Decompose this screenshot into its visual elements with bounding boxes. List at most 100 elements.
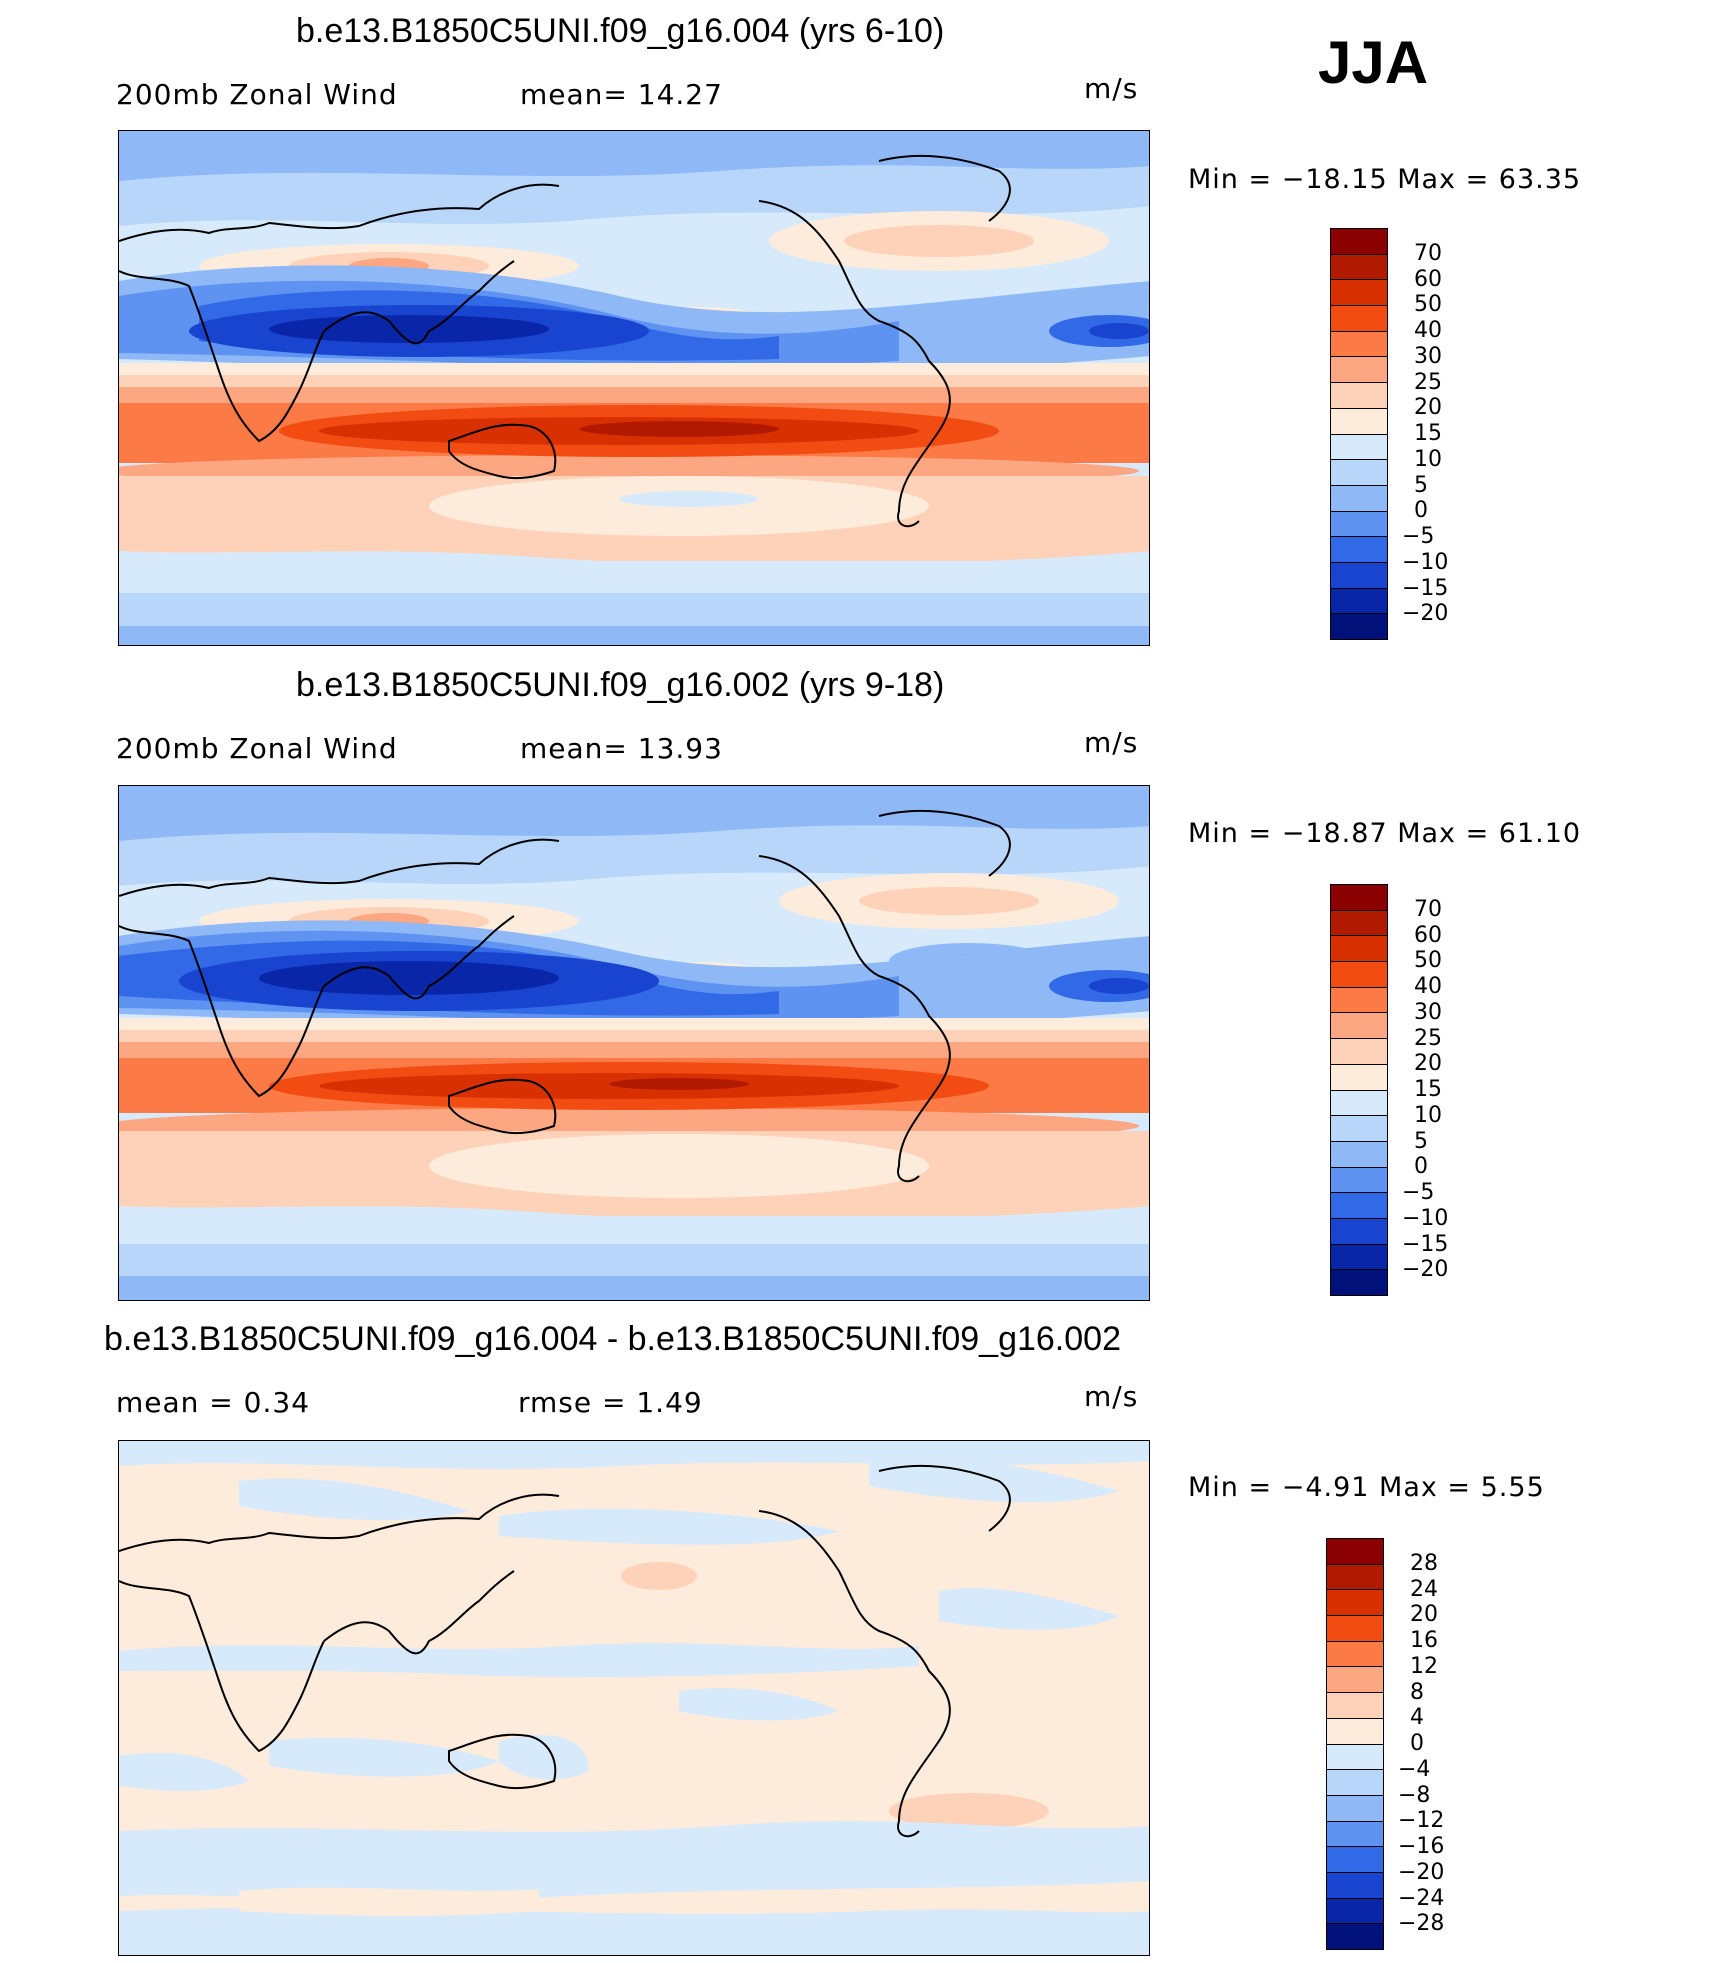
colorbar-tick-label: 20	[1414, 395, 1442, 421]
colorbar-tick-label: −10	[1402, 549, 1449, 575]
colorbar-tick-label: −20	[1402, 601, 1449, 627]
colorbar-tick-label: −8	[1398, 1782, 1431, 1808]
colorbar-swatch	[1327, 1898, 1383, 1925]
colorbar-tick-label: 0	[1410, 1731, 1424, 1756]
colorbar-swatch	[1331, 1090, 1387, 1117]
panel-2-minmax: Min = −18.87 Max = 61.10	[1188, 818, 1582, 849]
colorbar-tick-label: 5	[1414, 1128, 1428, 1154]
colorbar-swatch	[1331, 537, 1387, 563]
colorbar-swatch	[1331, 962, 1387, 988]
colorbar-tick-label: 40	[1414, 974, 1442, 999]
colorbar-swatch	[1331, 1193, 1387, 1219]
colorbar-swatch	[1327, 1616, 1383, 1642]
colorbar-tick-label: 15	[1414, 421, 1442, 446]
colorbar-swatch	[1331, 910, 1387, 937]
colorbar-swatch	[1331, 1141, 1387, 1168]
colorbar-swatch	[1327, 1539, 1383, 1565]
colorbar-swatch	[1331, 229, 1387, 255]
colorbar-swatch	[1331, 511, 1387, 538]
colorbar-tick-label: −10	[1402, 1205, 1449, 1231]
colorbar-tick-label: 16	[1410, 1628, 1438, 1653]
colorbar-swatch	[1327, 1847, 1383, 1873]
panel-1-minmax: Min = −18.15 Max = 63.35	[1188, 164, 1582, 195]
season-label: JJA	[1318, 29, 1429, 96]
panel-1-field-label: 200mb Zonal Wind	[116, 78, 398, 111]
colorbar-tick-label: −5	[1402, 1180, 1435, 1205]
colorbar-tick-label: 5	[1414, 472, 1428, 498]
colorbar-swatch	[1331, 936, 1387, 963]
colorbar-swatch	[1331, 1039, 1387, 1065]
colorbar-tick-label: 8	[1410, 1679, 1424, 1705]
colorbar-tick-label: 70	[1414, 240, 1442, 266]
colorbar-tick-label: 0	[1414, 498, 1428, 524]
colorbar-tick-label: 60	[1414, 922, 1442, 948]
panel-3-map	[118, 1440, 1150, 1956]
colorbar-tick-label: −4	[1398, 1756, 1431, 1782]
colorbar-tick-label: 20	[1414, 1051, 1442, 1077]
colorbar-tick-label: −12	[1398, 1808, 1445, 1834]
colorbar-tick-label: 30	[1414, 343, 1442, 369]
panel-3-rmse-label: rmse = 1.49	[518, 1386, 703, 1419]
colorbar-tick-label: 20	[1410, 1602, 1438, 1628]
panel-2-mean-label: mean= 13.93	[520, 732, 723, 765]
colorbar-tick-label: −28	[1398, 1911, 1445, 1937]
colorbar-swatch	[1327, 1924, 1383, 1949]
colorbar-tick-label: −15	[1402, 1231, 1449, 1257]
colorbar-swatch	[1331, 383, 1387, 409]
colorbar-tick-label: 10	[1414, 446, 1442, 472]
colorbar-swatch	[1327, 1564, 1383, 1591]
colorbar-swatch	[1331, 987, 1387, 1014]
colorbar-tick-label: 12	[1410, 1653, 1438, 1679]
colorbar-swatch	[1327, 1641, 1383, 1668]
panel-3-colorbar	[1326, 1538, 1384, 1950]
colorbar-swatch	[1327, 1744, 1383, 1771]
colorbar-swatch	[1331, 588, 1387, 615]
panel-1-map	[118, 130, 1150, 646]
colorbar-tick-label: 15	[1414, 1077, 1442, 1102]
colorbar-swatch	[1331, 306, 1387, 332]
colorbar-tick-label: 28	[1410, 1550, 1438, 1576]
panel-3-minmax: Min = −4.91 Max = 5.55	[1188, 1472, 1545, 1503]
panel-1-colorbar	[1330, 228, 1388, 640]
panel-3-mean-label: mean = 0.34	[116, 1386, 311, 1419]
colorbar-tick-label: −16	[1398, 1834, 1445, 1859]
panel-1-title: b.e13.B1850C5UNI.f09_g16.004 (yrs 6-10)	[296, 12, 945, 50]
colorbar-tick-label: 25	[1414, 1025, 1442, 1051]
colorbar-swatch	[1327, 1821, 1383, 1848]
colorbar-tick-label: 0	[1414, 1154, 1428, 1180]
colorbar-tick-label: −24	[1398, 1885, 1445, 1911]
colorbar-tick-label: 30	[1414, 999, 1442, 1025]
colorbar-swatch	[1331, 331, 1387, 358]
colorbar-swatch	[1327, 1590, 1383, 1617]
colorbar-swatch	[1331, 485, 1387, 512]
colorbar-swatch	[1327, 1693, 1383, 1719]
panel-2-title: b.e13.B1850C5UNI.f09_g16.002 (yrs 9-18)	[296, 666, 945, 704]
colorbar-swatch	[1331, 1013, 1387, 1040]
colorbar-swatch	[1327, 1667, 1383, 1694]
colorbar-swatch	[1331, 1064, 1387, 1091]
colorbar-swatch	[1331, 562, 1387, 589]
colorbar-swatch	[1331, 614, 1387, 639]
panel-2-colorbar	[1330, 884, 1388, 1296]
colorbar-swatch	[1331, 1218, 1387, 1245]
colorbar-tick-label: 4	[1410, 1705, 1424, 1731]
colorbar-swatch	[1327, 1872, 1383, 1899]
panel-2-map	[118, 785, 1150, 1301]
colorbar-tick-label: 60	[1414, 266, 1442, 292]
colorbar-swatch	[1331, 460, 1387, 486]
colorbar-tick-label: 24	[1410, 1576, 1438, 1602]
colorbar-swatch	[1331, 1270, 1387, 1295]
colorbar-swatch	[1331, 357, 1387, 384]
panel-1-units: m/s	[1084, 72, 1139, 105]
colorbar-tick-label: 50	[1414, 948, 1442, 974]
colorbar-swatch	[1331, 434, 1387, 461]
colorbar-swatch	[1331, 885, 1387, 911]
colorbar-swatch	[1331, 408, 1387, 435]
colorbar-tick-label: 70	[1414, 896, 1442, 922]
colorbar-swatch	[1331, 280, 1387, 307]
colorbar-tick-label: 25	[1414, 369, 1442, 395]
colorbar-tick-label: 50	[1414, 292, 1442, 318]
panel-1-mean-label: mean= 14.27	[520, 78, 723, 111]
colorbar-swatch	[1331, 1167, 1387, 1194]
panel-3-units: m/s	[1084, 1380, 1139, 1413]
